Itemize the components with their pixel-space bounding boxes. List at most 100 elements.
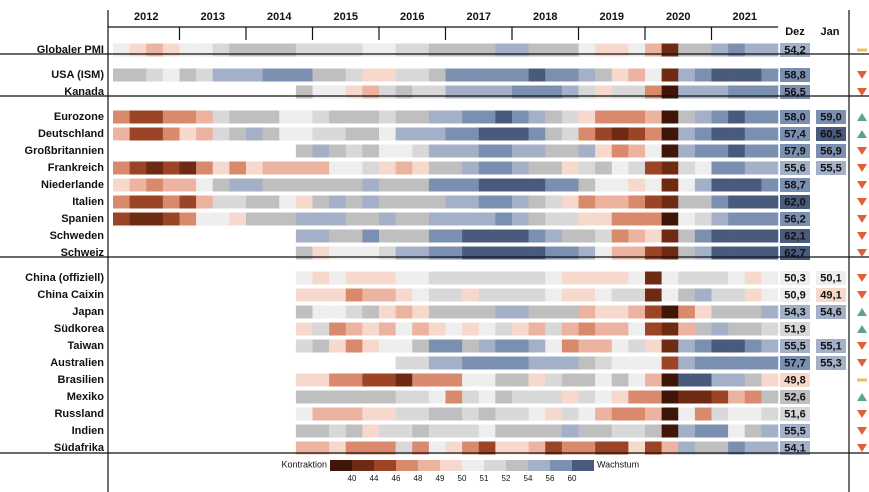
heat-cell — [628, 373, 646, 387]
heat-cell — [761, 322, 779, 336]
heat-cell — [711, 356, 729, 370]
heat-cell — [561, 110, 579, 124]
heat-cell — [113, 195, 130, 209]
heat-cell — [595, 144, 613, 158]
heat-cell — [129, 195, 147, 209]
heat-cell — [295, 161, 313, 175]
heat-cell — [362, 161, 380, 175]
row-label: Globaler PMI — [37, 44, 104, 56]
heat-cell — [295, 229, 313, 243]
heat-cell — [478, 390, 496, 404]
heat-cell — [478, 110, 496, 124]
heat-cell — [545, 373, 563, 387]
legend-tick: 56 — [546, 474, 555, 483]
heat-cell — [379, 195, 396, 209]
heat-cell — [545, 424, 563, 438]
heat-cell — [379, 373, 396, 387]
dec-value: 58,0 — [784, 111, 805, 123]
heat-cell — [412, 127, 430, 141]
heat-cell — [561, 127, 579, 141]
heat-cell — [462, 127, 480, 141]
heat-cell — [478, 43, 496, 57]
heat-cell — [212, 212, 230, 226]
dec-box — [780, 68, 810, 82]
heat-cell — [728, 178, 746, 192]
heat-cell — [462, 305, 480, 319]
heat-cell — [179, 212, 197, 226]
trend-down — [857, 164, 867, 172]
heat-cell — [545, 212, 563, 226]
heat-cell — [312, 339, 330, 353]
jan-value: 54,6 — [820, 306, 841, 318]
heat-cell — [561, 441, 579, 455]
legend-tick: 46 — [392, 474, 401, 483]
heat-cell — [345, 424, 363, 438]
heat-cell — [678, 441, 696, 455]
dec-box — [780, 424, 810, 438]
heat-cell — [744, 424, 762, 438]
heat-cell — [595, 178, 613, 192]
heat-cell — [445, 68, 463, 82]
heat-cell — [478, 68, 496, 82]
dec-value: 57,7 — [784, 357, 805, 369]
heat-cell — [262, 178, 280, 192]
heat-cell — [362, 212, 380, 226]
heat-cell — [129, 178, 147, 192]
heat-cell — [645, 390, 662, 404]
heat-cell — [545, 390, 563, 404]
heat-cell — [312, 110, 330, 124]
heat-cell — [345, 43, 363, 57]
heat-cell — [279, 161, 297, 175]
heat-cell — [645, 110, 662, 124]
heat-cell — [329, 178, 347, 192]
dec-value: 55,5 — [784, 340, 805, 352]
heat-cell — [561, 322, 579, 336]
heat-cell — [761, 424, 779, 438]
heat-cell — [445, 322, 463, 336]
heat-cell — [212, 178, 230, 192]
heat-cell — [462, 144, 480, 158]
heat-cell — [412, 441, 430, 455]
trend-up — [857, 393, 867, 401]
heat-cell — [212, 195, 230, 209]
heat-cell — [578, 229, 596, 243]
row-label: Mexiko — [67, 391, 105, 403]
heat-cell — [761, 390, 779, 404]
heat-cell — [678, 68, 696, 82]
heat-cell — [528, 212, 546, 226]
dec-value: 50,3 — [784, 272, 805, 284]
heat-cell — [561, 212, 579, 226]
heat-cell — [578, 127, 596, 141]
heat-cell — [395, 195, 413, 209]
heat-cell — [628, 441, 646, 455]
heat-cell — [345, 178, 363, 192]
heat-cell — [412, 161, 430, 175]
heat-cell — [362, 288, 380, 302]
heat-cell — [462, 195, 480, 209]
heat-cell — [661, 339, 679, 353]
heat-cell — [279, 178, 297, 192]
heat-cell — [395, 110, 413, 124]
legend-tick: 60 — [568, 474, 577, 483]
heat-cell — [528, 229, 546, 243]
heat-cell — [146, 195, 164, 209]
heat-cell — [478, 212, 496, 226]
heat-cell — [761, 271, 779, 285]
heat-cell — [711, 144, 729, 158]
heat-cell — [162, 212, 180, 226]
heat-cell — [528, 339, 546, 353]
legend-swatch — [330, 460, 352, 471]
heat-cell — [345, 110, 363, 124]
heat-cell — [295, 178, 313, 192]
heat-cell — [395, 424, 413, 438]
heat-cell — [295, 373, 313, 387]
heat-cell — [694, 424, 712, 438]
dec-box — [780, 441, 810, 455]
dec-box — [780, 161, 810, 175]
dec-box — [780, 144, 810, 158]
heat-cell — [295, 390, 313, 404]
heat-cell — [445, 305, 463, 319]
heat-cell — [578, 373, 596, 387]
heat-cell — [262, 212, 280, 226]
